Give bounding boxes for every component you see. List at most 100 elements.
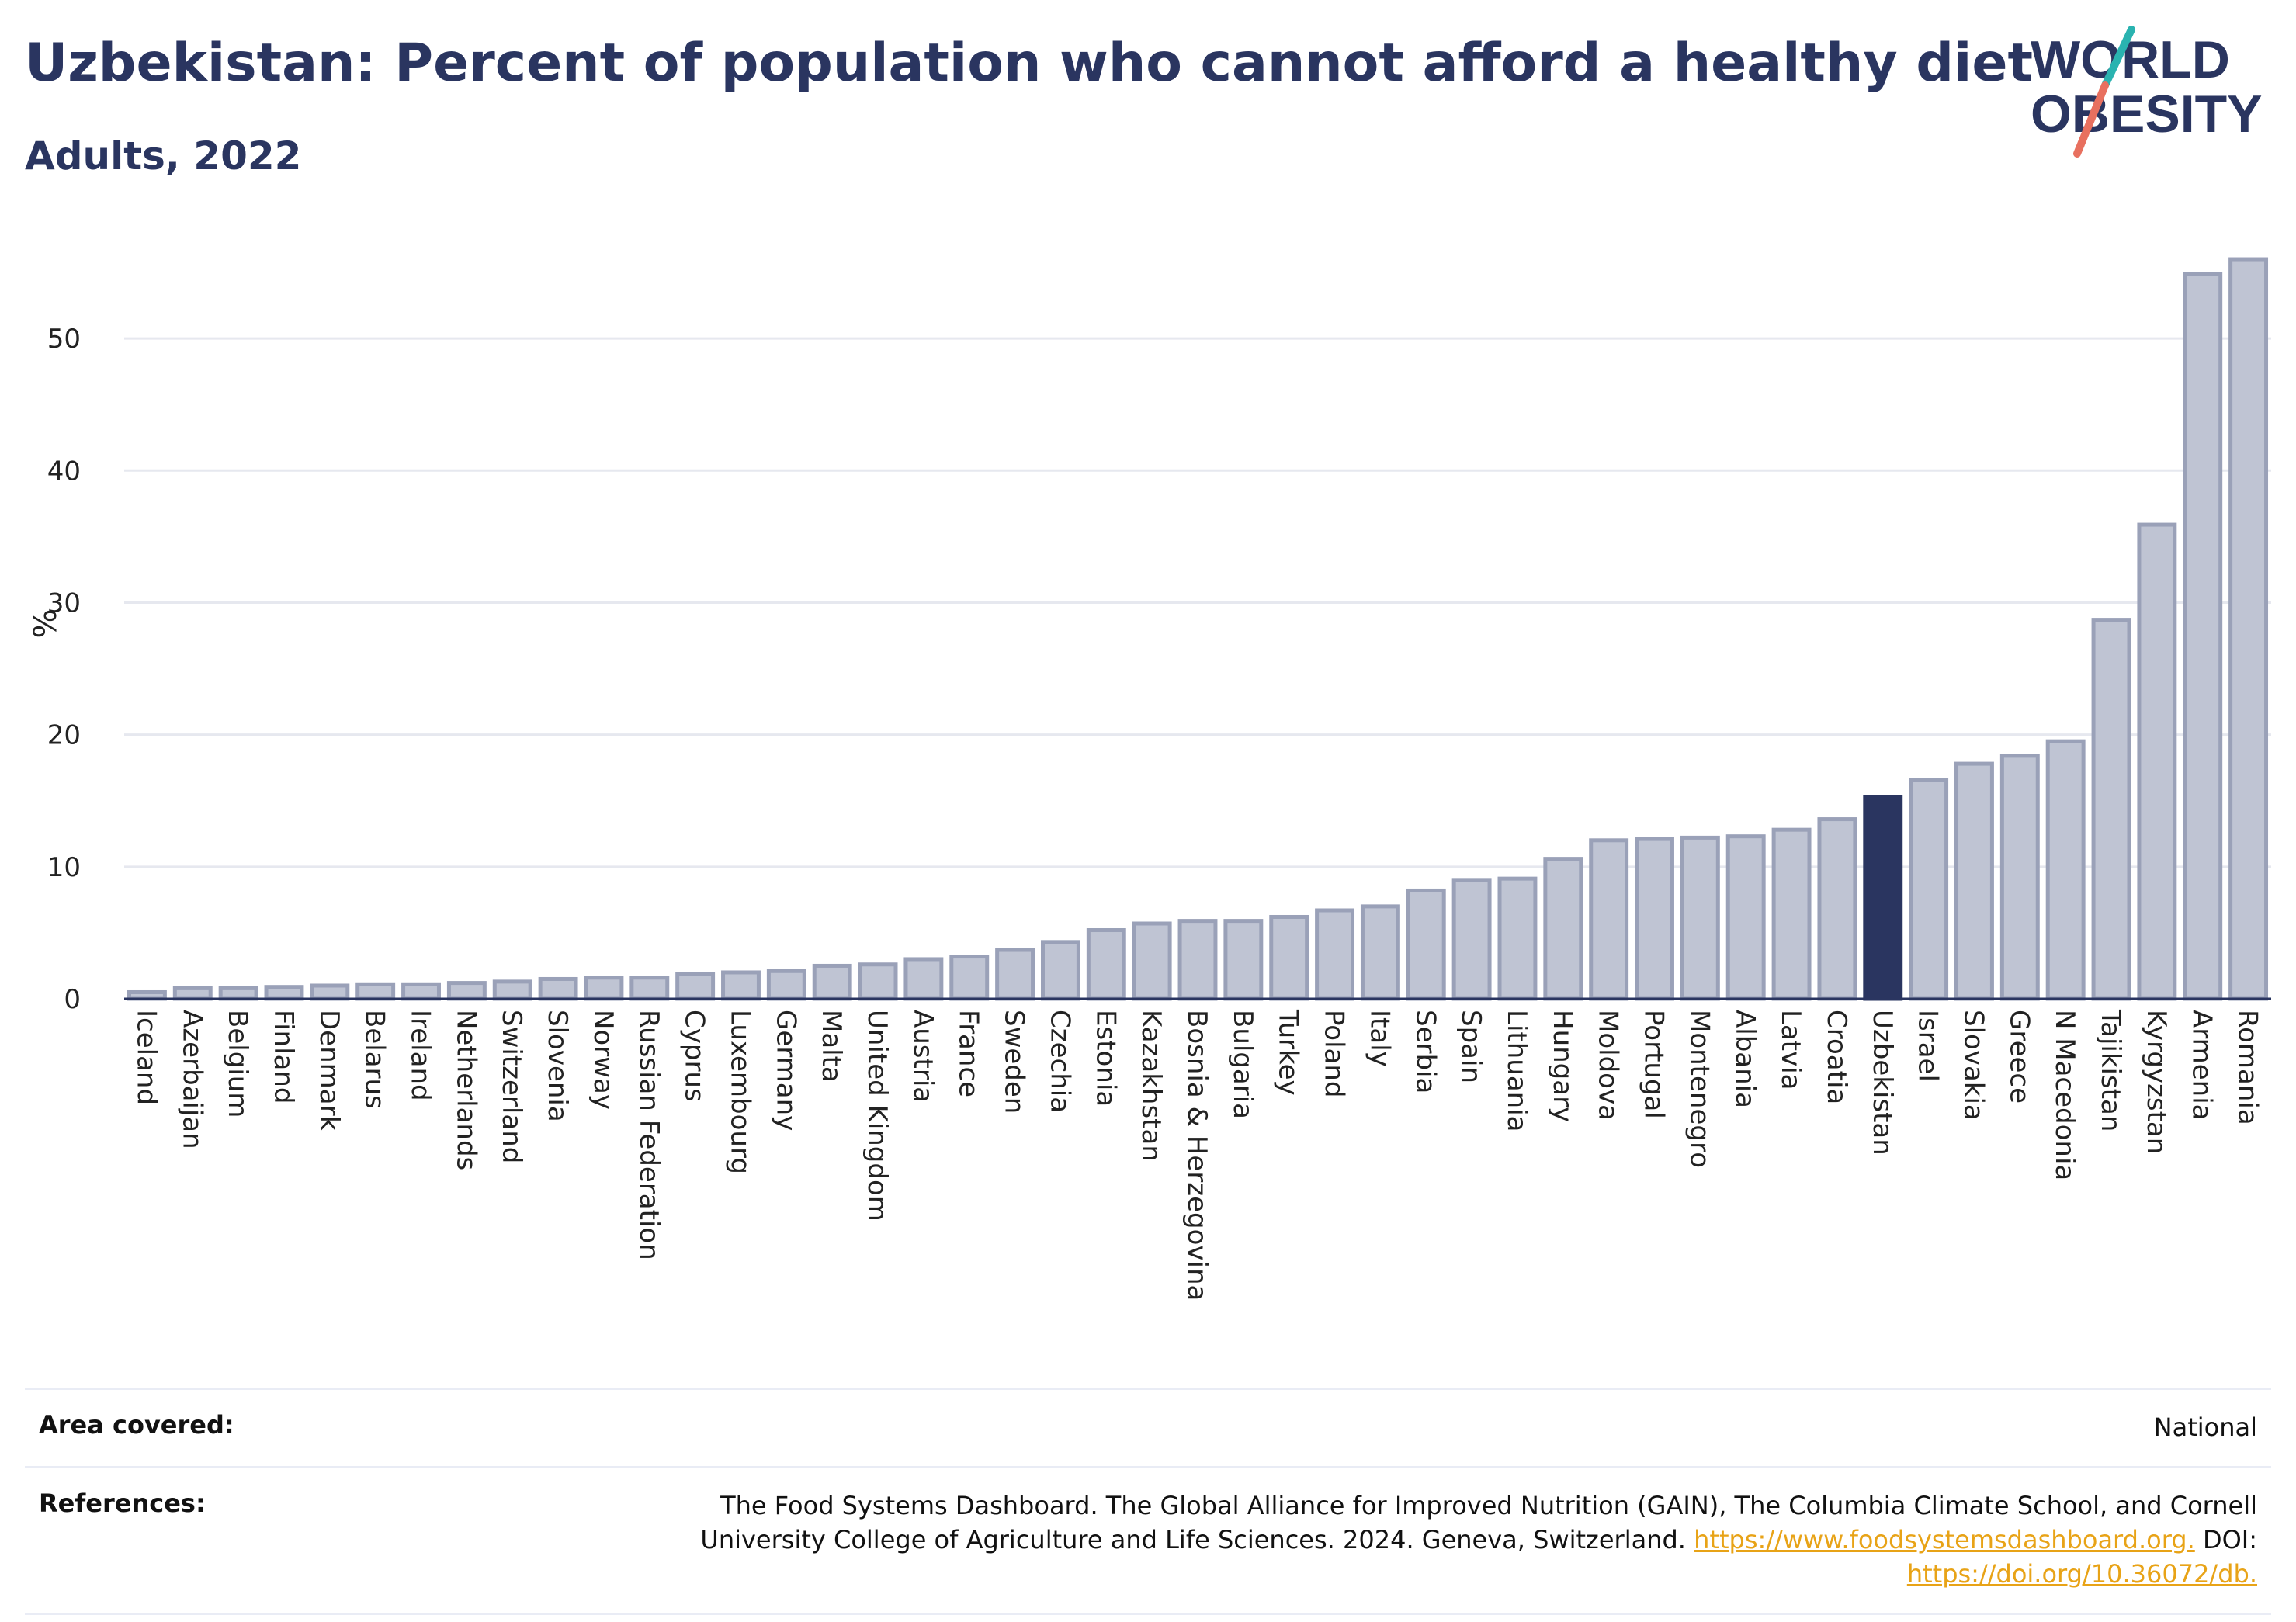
doi-link[interactable]: https://doi.org/10.36072/db.: [1906, 1559, 2257, 1589]
bar: [2137, 522, 2177, 1001]
area-covered-value: National: [2153, 1412, 2257, 1442]
x-tick-label: France: [953, 1010, 984, 1097]
x-tick-label: Greece: [2003, 1010, 2034, 1104]
dashboard-link[interactable]: https://www.foodsystemsdashboard.org.: [1694, 1525, 2195, 1554]
bar: [1771, 827, 1812, 1001]
x-tick-label: Norway: [588, 1010, 619, 1110]
x-tick-label: Spain: [1455, 1010, 1486, 1083]
bar: [1451, 878, 1492, 1001]
x-tick-label: Italy: [1364, 1010, 1395, 1067]
bar: [812, 963, 852, 1001]
bar: [538, 976, 578, 1001]
bar: [401, 982, 441, 1001]
y-tick-label: 0: [64, 984, 81, 1015]
bar: [2091, 618, 2131, 1001]
bar: [2228, 257, 2269, 1001]
y-tick-label: 10: [47, 852, 81, 883]
y-tick-label: 30: [47, 587, 81, 619]
bar: [858, 962, 898, 1001]
x-tick-label: Uzbekistan: [1867, 1010, 1898, 1156]
x-tick-label: Albania: [1729, 1010, 1760, 1108]
bar: [172, 986, 213, 1001]
y-tick-label: 20: [47, 720, 81, 751]
x-tick-label: Sweden: [999, 1010, 1030, 1114]
x-tick-label: Malta: [816, 1010, 847, 1083]
bar: [1132, 921, 1172, 1001]
x-tick-label: Ireland: [405, 1010, 436, 1101]
y-axis-label: %: [28, 608, 64, 638]
x-tick-label: Poland: [1319, 1010, 1350, 1098]
x-tick-label: N Macedonia: [2049, 1010, 2080, 1180]
bar: [1817, 817, 1857, 1001]
bar: [584, 976, 624, 1001]
bar: [310, 983, 350, 1001]
bar: [1269, 914, 1309, 1001]
bar: [1680, 835, 1720, 1001]
logo-text-obesity: OBESITY: [2031, 85, 2263, 144]
x-tick-label: Bulgaria: [1227, 1010, 1258, 1119]
area-covered-label: Area covered:: [39, 1410, 234, 1440]
x-tick-label: Tajikistan: [2095, 1009, 2126, 1132]
references-text: The Food Systems Dashboard. The Global A…: [700, 1491, 2257, 1554]
bar: [1909, 778, 1949, 1001]
x-tick-label: Moldova: [1593, 1010, 1624, 1121]
bar: [1497, 876, 1538, 1001]
x-tick-label: Germany: [770, 1010, 801, 1131]
bar: [995, 948, 1035, 1001]
bar: [903, 957, 944, 1001]
x-tick-label: Armenia: [2187, 1010, 2218, 1121]
chart-subtitle: Adults, 2022: [25, 133, 302, 178]
x-tick-label: Azerbaijan: [176, 1010, 207, 1149]
bar: [492, 979, 532, 1001]
bar: [1954, 761, 1994, 1001]
world-obesity-logo: WORLD OBESITY: [2031, 26, 2263, 158]
bar: [446, 981, 487, 1001]
bar: [1725, 834, 1766, 1001]
x-tick-label: Croatia: [1821, 1010, 1852, 1104]
bar-highlight: [1863, 795, 1903, 1001]
bar: [1543, 857, 1583, 1001]
bar-chart: 0 10 20 30 40 50% Iceland Azerbaijan Belgium Finl…: [28, 257, 2271, 1301]
x-tick-label: Austria: [907, 1010, 938, 1103]
x-tick-label: Denmark: [314, 1010, 345, 1132]
x-tick-label: Israel: [1913, 1010, 1944, 1082]
bar: [1635, 837, 1674, 1001]
logo-stroke-teal: [2101, 26, 2135, 89]
x-tick-label: Luxembourg: [724, 1010, 755, 1174]
x-tick-label: Belarus: [359, 1010, 390, 1109]
bar: [1223, 919, 1264, 1001]
x-tick-label: Kazakhstan: [1136, 1010, 1167, 1162]
x-tick-label: Cyprus: [679, 1010, 710, 1102]
references-value: The Food Systems Dashboard. The Global A…: [588, 1489, 2257, 1591]
bar: [1360, 904, 1400, 1001]
bar: [1315, 908, 1355, 1001]
chart-title: Uzbekistan: Percent of population who ca…: [25, 33, 2033, 94]
x-tick-label: Latvia: [1775, 1010, 1806, 1090]
logo-stroke-coral: [2073, 81, 2109, 158]
x-tick-label: Hungary: [1547, 1010, 1578, 1122]
x-tick-label: Serbia: [1410, 1010, 1441, 1093]
bar: [1177, 919, 1218, 1001]
x-tick-label: Switzerland: [496, 1010, 527, 1163]
x-tick-label: Lithuania: [1501, 1010, 1532, 1132]
bar: [1589, 838, 1629, 1001]
bar: [355, 982, 396, 1001]
x-tick-label: Kyrgyzstan: [2141, 1010, 2172, 1154]
bar: [2183, 272, 2223, 1001]
x-tick-label: Russian Federation: [633, 1010, 664, 1260]
doi-label: DOI:: [2194, 1525, 2257, 1554]
bar: [1999, 754, 2040, 1001]
bar: [949, 955, 990, 1001]
bar: [629, 976, 670, 1001]
y-tick-label: 50: [47, 324, 81, 355]
x-tick-label: United Kingdom: [862, 1010, 893, 1222]
footer-row-references: References: The Food Systems Dashboard. …: [25, 1466, 2271, 1615]
bar: [264, 985, 304, 1001]
footer-table: Area covered: National References: The F…: [25, 1388, 2271, 1615]
x-tick-label: Netherlands: [450, 1010, 481, 1170]
references-label: References:: [39, 1489, 206, 1518]
x-tick-label: Slovenia: [542, 1010, 573, 1122]
x-tick-label: Iceland: [130, 1010, 161, 1105]
x-tick-label: Romania: [2232, 1010, 2263, 1125]
x-tick-label: Slovakia: [1958, 1010, 1989, 1121]
